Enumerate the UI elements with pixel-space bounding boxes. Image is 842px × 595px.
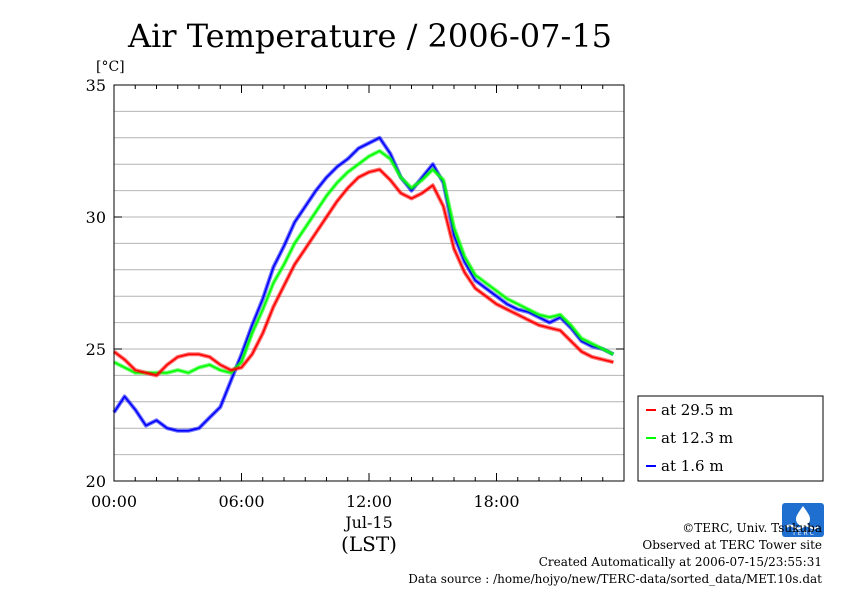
ticks-layer: 00:00 06:00 12:00 18:00 20 25 30 35 xyxy=(86,76,624,511)
y-tick-label: 20 xyxy=(86,472,106,491)
y-tick-label: 25 xyxy=(86,340,106,359)
terc-logo-text: T E R C xyxy=(791,530,814,537)
legend-label: at 12.3 m xyxy=(661,429,733,447)
y-tick-label: 35 xyxy=(86,76,106,95)
terc-logo-icon: T E R C xyxy=(782,503,824,537)
y-axis-label: [°C] xyxy=(96,59,125,75)
legend-label: at 1.6 m xyxy=(661,457,724,475)
legend-box xyxy=(637,395,824,482)
credit-data-source: Data source : /home/hojyo/new/TERC-data/… xyxy=(408,572,822,586)
terc-logo: T E R C xyxy=(782,503,824,537)
series-line xyxy=(113,168,614,377)
series-line xyxy=(113,150,614,374)
chart-title: Air Temperature / 2006-07-15 xyxy=(127,17,612,55)
plot-area xyxy=(114,110,624,456)
x-tick-label: 12:00 xyxy=(346,492,392,511)
series-halo xyxy=(113,149,615,375)
x-tick-label: 18:00 xyxy=(473,492,519,511)
x-axis-timezone-label: (LST) xyxy=(341,532,397,556)
series-halo xyxy=(112,135,615,433)
legend: at 29.5 m at 12.3 m at 1.6 m xyxy=(637,395,824,482)
credit-observed-site: Observed at TERC Tower site xyxy=(642,538,822,552)
y-tick-label: 30 xyxy=(86,208,106,227)
x-axis-date-label: Jul-15 xyxy=(343,513,393,532)
legend-label: at 29.5 m xyxy=(661,401,733,419)
series-line xyxy=(113,137,614,432)
x-tick-label: 06:00 xyxy=(218,492,264,511)
credit-created-time: Created Automatically at 2006-07-15/23:5… xyxy=(538,555,822,569)
x-tick-label: 00:00 xyxy=(91,492,137,511)
series-halo xyxy=(112,167,614,378)
credit-copyright: ©TERC, Univ. Tsukuba xyxy=(682,521,822,535)
series-layer xyxy=(112,135,615,433)
